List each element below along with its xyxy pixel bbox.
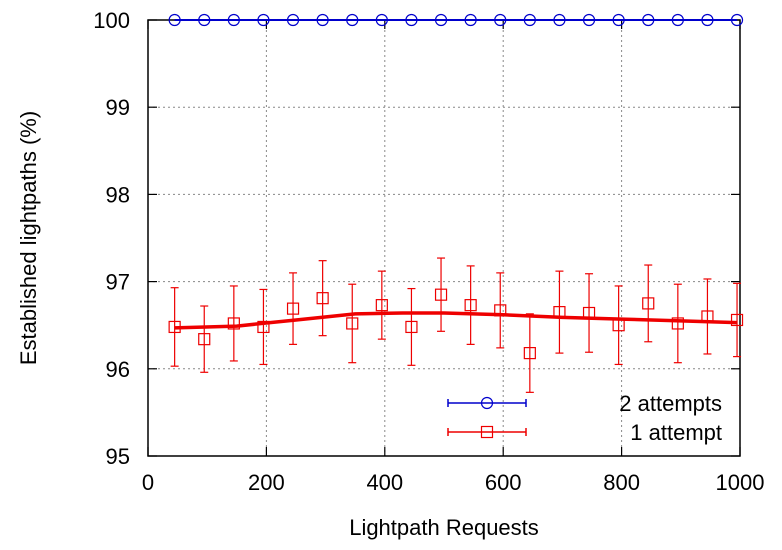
y-tick-label: 100 — [93, 8, 130, 33]
data-point — [523, 13, 536, 27]
y-tick-label: 97 — [106, 270, 130, 295]
data-point — [434, 288, 448, 301]
data-point — [582, 306, 596, 320]
data-point — [168, 320, 181, 334]
data-point — [553, 13, 566, 27]
x-tick-label: 1000 — [716, 470, 765, 495]
grid — [148, 20, 740, 456]
data-point — [257, 320, 270, 334]
data-point — [286, 302, 300, 315]
data-point — [346, 317, 359, 330]
series-2-attempts — [168, 13, 744, 27]
legend-entry: 2 attempts — [447, 391, 722, 416]
legend-label: 2 attempts — [619, 391, 722, 416]
data-point — [671, 13, 684, 27]
data-point — [375, 299, 388, 312]
data-point — [494, 13, 507, 27]
fit-curve — [174, 311, 738, 330]
data-point — [730, 13, 744, 27]
legend: 2 attempts 1 attempt — [447, 391, 722, 445]
y-tick-label: 95 — [106, 444, 130, 469]
y-tick-label: 99 — [106, 95, 130, 120]
data-point — [612, 13, 625, 27]
data-point — [198, 13, 211, 27]
data-point — [553, 306, 566, 319]
data-point — [198, 333, 211, 346]
data-point — [405, 13, 418, 27]
data-point — [286, 13, 300, 27]
data-point — [494, 304, 507, 317]
x-tick-label: 0 — [142, 470, 154, 495]
data-point — [701, 13, 714, 27]
data-point — [405, 320, 418, 334]
data-point — [612, 319, 625, 332]
y-tick-label: 96 — [106, 357, 130, 382]
data-point — [316, 13, 329, 27]
data-point — [375, 13, 388, 27]
legend-entry: 1 attempt — [447, 420, 722, 445]
y-axis-title: Established lightpaths (%) — [16, 111, 41, 365]
data-point — [316, 292, 329, 305]
x-tick-label: 200 — [248, 470, 285, 495]
data-point — [227, 317, 240, 330]
data-point — [701, 310, 714, 323]
data-point — [730, 313, 744, 327]
data-point — [582, 13, 596, 27]
data-point — [523, 347, 536, 360]
axis-ticks — [147, 19, 741, 457]
plot-series — [168, 13, 744, 393]
data-point — [227, 13, 240, 27]
legend-label: 1 attempt — [630, 420, 722, 445]
x-tick-label: 600 — [485, 470, 522, 495]
data-point — [671, 317, 684, 330]
x-tick-label: 800 — [603, 470, 640, 495]
x-tick-labels: 0 200 400 600 800 1000 — [142, 470, 765, 495]
legend-marker — [480, 396, 494, 410]
data-point — [434, 13, 448, 27]
data-point — [168, 13, 181, 27]
legend-marker — [480, 425, 494, 439]
series-1-attempt — [168, 257, 744, 393]
data-point — [257, 13, 270, 27]
data-point — [346, 13, 359, 27]
data-point — [642, 13, 655, 27]
data-point — [464, 299, 477, 312]
y-tick-labels: 95 96 97 98 99 100 — [93, 8, 130, 469]
data-point — [464, 13, 477, 27]
x-tick-label: 400 — [366, 470, 403, 495]
data-point — [642, 297, 655, 310]
y-tick-label: 98 — [106, 182, 130, 207]
x-axis-title: Lightpath Requests — [349, 515, 539, 540]
